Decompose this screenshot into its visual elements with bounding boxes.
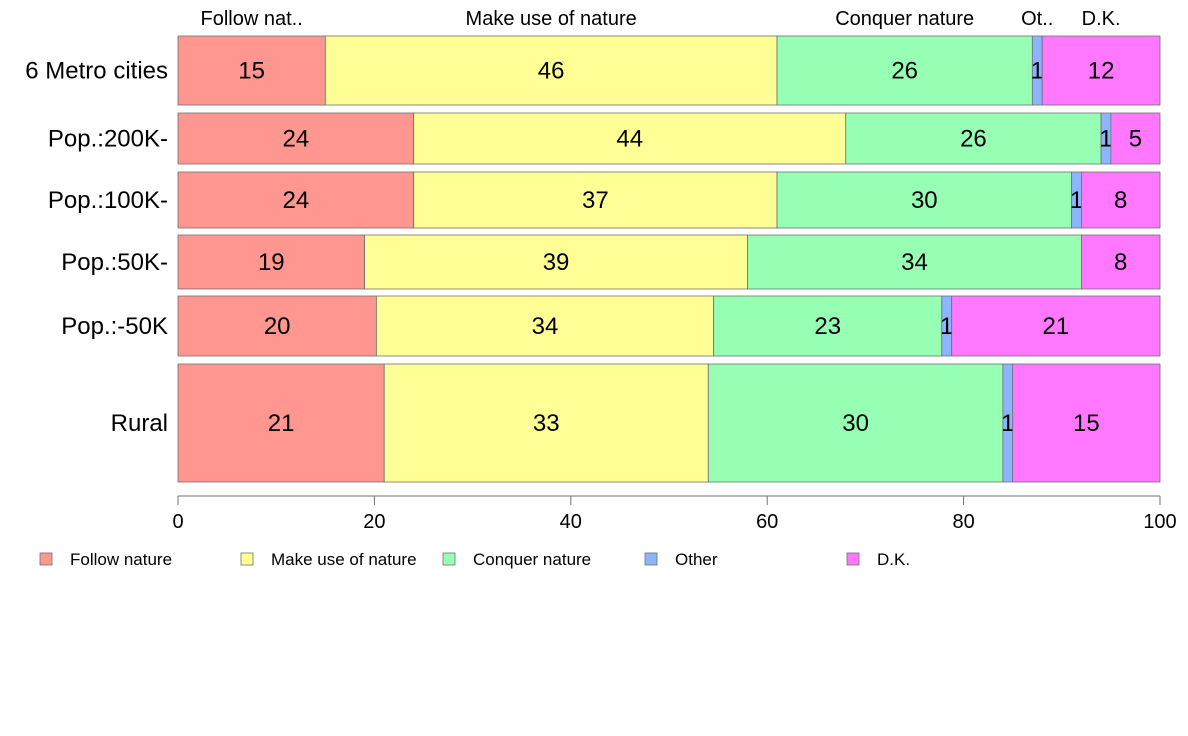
category-label: Pop.:100K- xyxy=(48,187,168,214)
bar-segment xyxy=(324,35,778,106)
legend-label: Conquer nature xyxy=(473,550,591,569)
bar-segment xyxy=(177,112,415,165)
data-label: 1 xyxy=(1099,126,1112,153)
legend-swatch xyxy=(240,552,254,566)
x-tick-label: 40 xyxy=(560,511,582,533)
bar-segment xyxy=(747,234,1082,290)
legend-label: Make use of nature xyxy=(271,550,417,569)
data-label: 44 xyxy=(616,126,643,153)
data-label: 33 xyxy=(533,410,560,437)
category-label: 6 Metro cities xyxy=(25,58,168,85)
data-label: 21 xyxy=(1042,313,1069,340)
category-label: Pop.:-50K xyxy=(61,313,168,340)
data-label: 23 xyxy=(814,313,841,340)
category-label: Rural xyxy=(111,410,168,437)
bar-segment xyxy=(951,295,1161,357)
x-tick-label: 20 xyxy=(363,511,385,533)
bar-segment xyxy=(1081,234,1161,290)
bar-segment xyxy=(707,363,1004,483)
bar-segment xyxy=(413,112,847,165)
x-tick-label: 100 xyxy=(1143,511,1176,533)
data-label: 1 xyxy=(1031,58,1044,85)
legend-swatch xyxy=(644,552,658,566)
column-header: D.K. xyxy=(1082,8,1121,30)
bar-segment xyxy=(177,234,365,290)
data-label: 34 xyxy=(532,313,559,340)
x-tick-label: 0 xyxy=(172,511,183,533)
data-label: 5 xyxy=(1129,126,1142,153)
category-label: Pop.:200K- xyxy=(48,126,168,153)
data-label: 26 xyxy=(960,126,987,153)
data-label: 21 xyxy=(268,410,295,437)
data-label: 37 xyxy=(582,187,609,214)
data-label: 24 xyxy=(282,126,309,153)
bar-segment xyxy=(177,363,385,483)
data-label: 1 xyxy=(1001,410,1014,437)
category-label: Pop.:50K- xyxy=(61,249,168,276)
bar-segment xyxy=(1081,171,1161,229)
data-label: 15 xyxy=(1073,410,1100,437)
x-tick-label: 80 xyxy=(952,511,974,533)
bar-segment xyxy=(1041,35,1161,106)
data-label: 39 xyxy=(543,249,570,276)
bar-segment xyxy=(177,35,326,106)
x-tick-label: 60 xyxy=(756,511,778,533)
data-label: 30 xyxy=(911,187,938,214)
data-label: 8 xyxy=(1114,249,1127,276)
data-label: 24 xyxy=(282,187,309,214)
legend-label: Follow nature xyxy=(70,550,172,569)
data-label: 34 xyxy=(901,249,928,276)
bar-segment xyxy=(1110,112,1161,165)
data-label: 19 xyxy=(258,249,285,276)
bar-segment xyxy=(413,171,778,229)
data-label: 20 xyxy=(264,313,291,340)
legend-swatch xyxy=(442,552,456,566)
bar-segment xyxy=(776,35,1033,106)
bar-segment xyxy=(1012,363,1161,483)
bar-segment xyxy=(713,295,943,357)
data-label: 1 xyxy=(940,313,953,340)
data-label: 30 xyxy=(842,410,869,437)
data-label: 15 xyxy=(238,58,265,85)
bar-segment xyxy=(364,234,748,290)
column-header: Follow nat.. xyxy=(201,8,303,30)
column-header: Ot.. xyxy=(1021,8,1053,30)
data-label: 12 xyxy=(1088,58,1115,85)
data-label: 46 xyxy=(538,58,565,85)
bar-segment xyxy=(383,363,709,483)
legend-swatch xyxy=(846,552,860,566)
data-label: 26 xyxy=(891,58,918,85)
data-label: 8 xyxy=(1114,187,1127,214)
column-header: Conquer nature xyxy=(835,8,974,30)
bar-segment xyxy=(375,295,715,357)
column-header: Make use of nature xyxy=(466,8,637,30)
legend-label: D.K. xyxy=(877,550,910,569)
bar-segment xyxy=(845,112,1102,165)
legend-label: Other xyxy=(675,550,718,569)
legend-swatch xyxy=(39,552,53,566)
data-label: 1 xyxy=(1070,187,1083,214)
bar-segment xyxy=(177,295,377,357)
bar-segment xyxy=(776,171,1073,229)
